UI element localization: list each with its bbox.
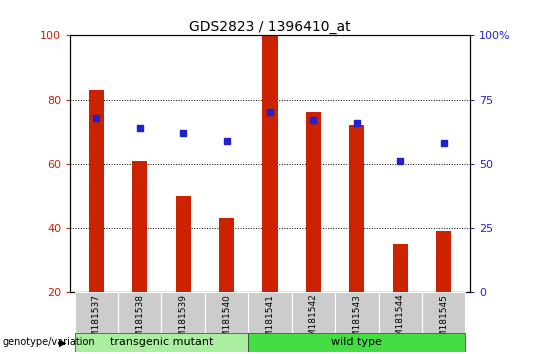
Point (396, 158, 404, 164)
Point (222, 138, 231, 143)
Bar (132, 160, 147, 292)
Bar (75, 333, 248, 352)
Bar (393, 244, 408, 292)
Text: GSM181544: GSM181544 (396, 294, 405, 348)
Text: genotype/variation: genotype/variation (3, 337, 96, 348)
Bar (89, 90, 104, 292)
Bar (306, 112, 321, 292)
Bar (379, 292, 422, 333)
Bar (292, 292, 335, 333)
Bar (205, 292, 248, 333)
Bar (176, 196, 191, 292)
Text: GSM181541: GSM181541 (266, 294, 274, 349)
Bar (118, 292, 161, 333)
Text: ▶: ▶ (59, 337, 67, 348)
Bar (248, 292, 292, 333)
Point (136, 125, 144, 131)
Bar (262, 35, 278, 292)
Bar (75, 292, 118, 333)
Text: wild type: wild type (332, 337, 382, 348)
Bar (349, 125, 364, 292)
Point (353, 120, 361, 125)
Text: GSM181543: GSM181543 (353, 294, 361, 349)
Text: GSM181540: GSM181540 (222, 294, 231, 349)
Bar (436, 231, 451, 292)
Point (309, 117, 318, 123)
Text: transgenic mutant: transgenic mutant (110, 337, 213, 348)
Text: GSM181537: GSM181537 (92, 294, 101, 349)
Text: GSM181545: GSM181545 (439, 294, 448, 349)
Bar (248, 333, 465, 352)
Text: GSM181542: GSM181542 (309, 294, 318, 348)
Point (92, 115, 100, 120)
Bar (335, 292, 379, 333)
Point (440, 140, 448, 146)
Title: GDS2823 / 1396410_at: GDS2823 / 1396410_at (189, 21, 351, 34)
Text: GSM181538: GSM181538 (135, 294, 144, 349)
Bar (161, 292, 205, 333)
Point (179, 130, 187, 136)
Bar (219, 218, 234, 292)
Text: GSM181539: GSM181539 (179, 294, 187, 349)
Bar (422, 292, 465, 333)
Point (266, 110, 274, 115)
